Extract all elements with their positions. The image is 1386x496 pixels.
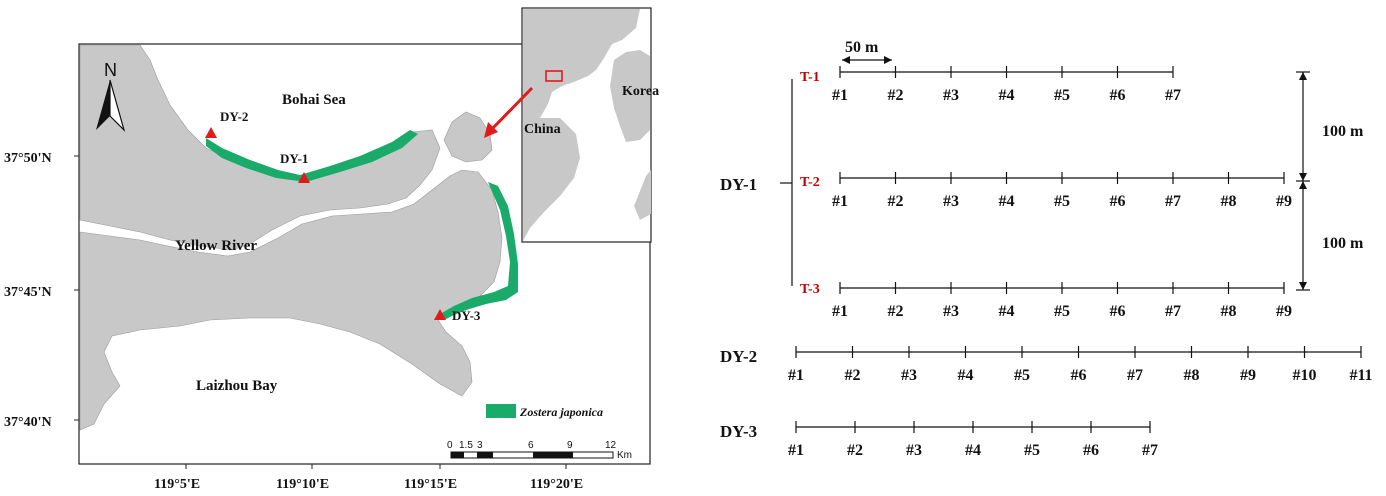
sampling-point-label: #1 <box>788 367 804 384</box>
sampling-point-label: #10 <box>1293 367 1317 384</box>
inset-land-japan <box>634 170 651 220</box>
sampling-point-label: #11 <box>1349 367 1372 384</box>
sampling-point-label: #6 <box>1110 303 1126 320</box>
sampling-point-label: #9 <box>1276 303 1292 320</box>
scale-bar <box>450 451 614 459</box>
transect-row-label: T-3 <box>800 282 820 297</box>
sampling-point-label: #2 <box>888 193 904 210</box>
site-dy1-transect-label: DY-1 <box>720 175 757 194</box>
distance-100-label: 100 m <box>1322 235 1364 252</box>
transect-row-label: T-1 <box>800 70 820 85</box>
inset-land-korea <box>610 50 650 142</box>
lat-label: 37°45'N <box>4 285 52 300</box>
site-dy1-label: DY-1 <box>280 151 308 166</box>
scale-label: 3 <box>477 440 483 451</box>
sampling-point-label: #3 <box>943 193 959 210</box>
sampling-point-label: #2 <box>845 367 861 384</box>
lon-label: 119°5'E <box>154 477 200 492</box>
sampling-point-label: #4 <box>999 87 1015 104</box>
sampling-point-label: #6 <box>1083 442 1099 459</box>
sampling-point-label: #7 <box>1165 87 1181 104</box>
land-mass <box>79 44 441 251</box>
sampling-point-label: #8 <box>1184 367 1200 384</box>
sampling-point-label: #5 <box>1024 442 1040 459</box>
label-bohai-sea: Bohai Sea <box>282 92 346 108</box>
sampling-point-label: #7 <box>1165 303 1181 320</box>
sampling-point-label: #5 <box>1014 367 1030 384</box>
inset-study-area-box <box>545 70 563 82</box>
sampling-point-label: #7 <box>1142 442 1158 459</box>
inset-map: China Korea <box>521 7 659 243</box>
sampling-point-label: #2 <box>888 303 904 320</box>
inset-land-china <box>523 9 640 241</box>
label-yellow-river: Yellow River <box>175 238 257 254</box>
sampling-point-label: #9 <box>1276 193 1292 210</box>
distance-100-label: 100 m <box>1322 123 1364 140</box>
sampling-point-label: #3 <box>943 303 959 320</box>
sampling-point-label: #7 <box>1127 367 1143 384</box>
scale-label: 6 <box>528 440 534 451</box>
scale-label: 0 <box>447 440 453 451</box>
lon-label: 119°20'E <box>530 477 583 492</box>
site-dy3-marker <box>434 309 446 320</box>
sampling-point-label: #3 <box>943 87 959 104</box>
scale-label: 12 <box>605 440 617 451</box>
sampling-point-label: #7 <box>1165 193 1181 210</box>
legend-swatch <box>486 404 516 418</box>
inset-label-korea: Korea <box>622 84 659 99</box>
seagrass-bed-north <box>206 130 418 182</box>
island <box>443 111 493 163</box>
sampling-point-label: #5 <box>1054 193 1070 210</box>
transect-row-label: T-2 <box>800 175 820 190</box>
site-dy1-marker <box>298 172 310 183</box>
label-laizhou-bay: Laizhou Bay <box>196 378 278 394</box>
transect-diagram <box>780 59 1310 291</box>
north-arrow-icon <box>96 79 126 133</box>
sampling-point-label: #5 <box>1054 87 1070 104</box>
scale-unit: Km <box>617 450 632 461</box>
legend-label: Zostera japonica <box>519 405 603 419</box>
lat-label: 37°50'N <box>4 151 52 166</box>
sampling-point-label: #6 <box>1071 367 1087 384</box>
north-label: N <box>104 60 117 80</box>
site-dy2-label: DY-2 <box>220 109 248 124</box>
site-dy3-transect-label: DY-3 <box>720 422 757 441</box>
scale-label: 1.5 <box>459 440 473 451</box>
sampling-point-label: #2 <box>888 87 904 104</box>
sampling-point-label: #4 <box>999 193 1015 210</box>
lat-label: 37°40'N <box>4 415 52 430</box>
sampling-point-label: #8 <box>1221 193 1237 210</box>
sampling-point-label: #4 <box>965 442 981 459</box>
sampling-point-label: #1 <box>832 303 848 320</box>
sampling-point-label: #6 <box>1110 193 1126 210</box>
lon-label: 119°15'E <box>404 477 457 492</box>
site-dy2-transect-label: DY-2 <box>720 347 757 366</box>
sampling-point-label: #1 <box>788 442 804 459</box>
sampling-point-label: #3 <box>906 442 922 459</box>
sampling-point-label: #5 <box>1054 303 1070 320</box>
scale-label: 9 <box>567 440 573 451</box>
sampling-point-label: #8 <box>1221 303 1237 320</box>
locator-arrow-icon <box>484 86 534 138</box>
lat-axis <box>74 155 79 421</box>
sampling-point-label: #2 <box>847 442 863 459</box>
site-dy2-marker <box>205 127 217 138</box>
inset-label-china: China <box>524 122 561 137</box>
lon-axis <box>185 464 567 469</box>
sampling-point-label: #1 <box>832 193 848 210</box>
sampling-point-label: #4 <box>999 303 1015 320</box>
transect-lines: #1 #2 #3 #4 #5 #6 #7 #1 #2 #3 #4 #5 #6 #7 #8 #9 #1 #2 #3 #4… <box>788 66 1373 459</box>
distance-50-label: 50 m <box>845 39 879 56</box>
sampling-point-label: #6 <box>1110 87 1126 104</box>
lon-label: 119°10'E <box>276 477 329 492</box>
sampling-point-label: #3 <box>901 367 917 384</box>
sampling-point-label: #9 <box>1240 367 1256 384</box>
sampling-point-label: #1 <box>832 87 848 104</box>
sampling-point-label: #4 <box>958 367 974 384</box>
site-dy3-label: DY-3 <box>452 308 481 323</box>
arrow-heads <box>842 56 1307 290</box>
